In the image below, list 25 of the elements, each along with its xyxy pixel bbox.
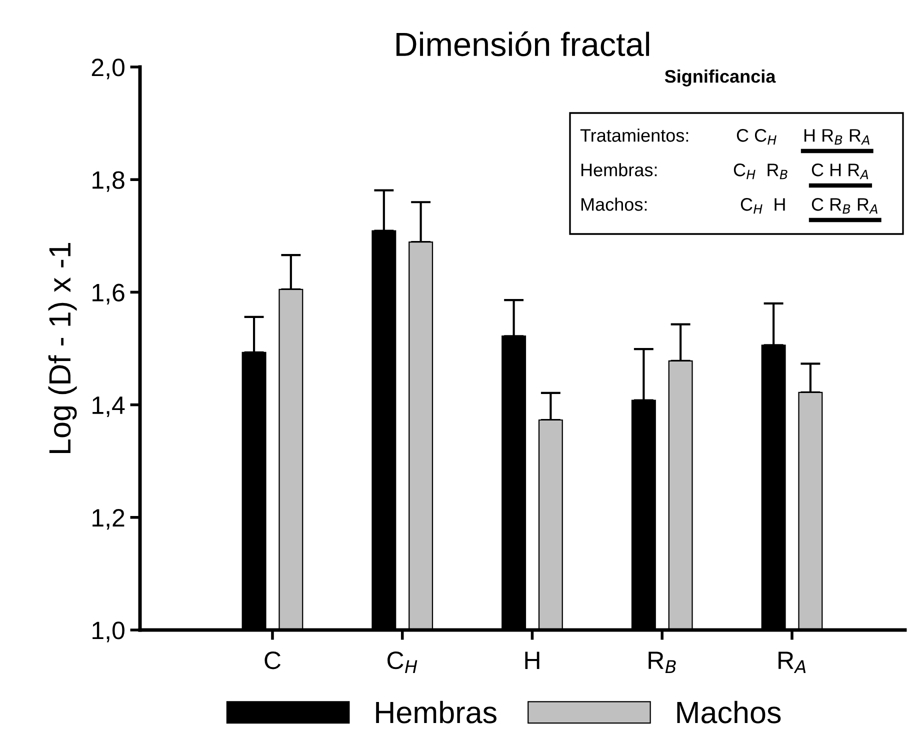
annotation: Hembras:: [581, 163, 657, 176]
y-tick-label: 1,8: [92, 171, 124, 192]
annotation: Significancia: [664, 70, 776, 86]
y-tick-label: 1,2: [92, 509, 124, 530]
annotation: C H R$_{A}$: [812, 164, 868, 180]
x-tick-label: R$_{B}$: [648, 652, 676, 673]
annotation: C$_{H}$ R$_{B}$: [734, 164, 788, 180]
legend-label: Hembras: [376, 700, 496, 724]
y-tick-label: 1,6: [92, 284, 124, 304]
annotation: H R$_{B}$ R$_{A}$: [804, 129, 870, 145]
x-tick-label: C$_{H}$: [388, 651, 418, 674]
annotation: Machos:: [581, 198, 647, 211]
legend-label: Machos: [677, 700, 781, 724]
chart-title: Dimensión fractal: [396, 31, 650, 56]
annotation: Tratamientos:: [580, 128, 688, 142]
x-tick-label: H: [525, 652, 540, 669]
y-tick-label: 2,0: [92, 58, 124, 80]
x-tick-label: C: [264, 651, 281, 670]
annotation: C R$_{B}$ R$_{A}$: [812, 198, 878, 214]
annotation: C$_{H}$ H: [740, 198, 785, 214]
annotation: C C$_{H}$: [736, 129, 776, 145]
y-tick-label: 1,0: [92, 622, 124, 642]
x-tick-label: R$_{A}$: [778, 652, 806, 673]
y-tick-label: 1,4: [92, 396, 125, 418]
y-axis-title: Log (Df - 1) x -1: [48, 243, 77, 453]
